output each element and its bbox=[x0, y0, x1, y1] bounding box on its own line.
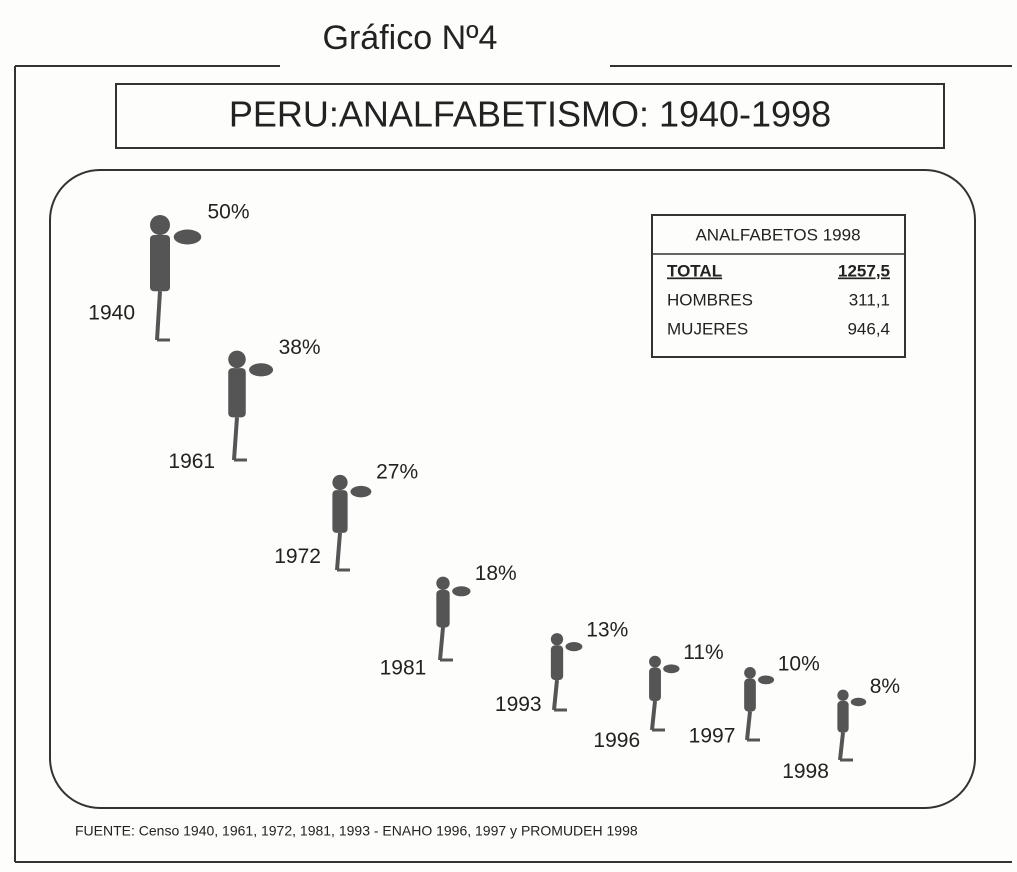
figure-head bbox=[550, 633, 564, 646]
value-label: 50% bbox=[208, 201, 250, 224]
table-cell: 1257,5 bbox=[838, 261, 890, 280]
figure-book bbox=[663, 664, 680, 674]
figure-head bbox=[837, 689, 849, 701]
figure-leg bbox=[155, 291, 162, 341]
chart-subtitle: PERU:ANALFABETISMO: 1940-1998 bbox=[229, 94, 831, 135]
figure-head bbox=[150, 215, 170, 235]
figure-leg bbox=[335, 532, 342, 571]
value-label: 11% bbox=[683, 641, 723, 664]
figure-leg bbox=[232, 417, 239, 461]
category-label: 1940 bbox=[88, 301, 135, 324]
figure-body bbox=[436, 589, 450, 628]
figure-book bbox=[565, 642, 583, 652]
figure-leg bbox=[745, 711, 752, 741]
figure-head bbox=[744, 667, 756, 679]
figure-leg bbox=[838, 732, 845, 761]
figure-book bbox=[452, 586, 471, 597]
category-label: 1981 bbox=[380, 657, 427, 680]
figure-body bbox=[744, 678, 756, 712]
value-label: 27% bbox=[376, 460, 418, 483]
figure-body bbox=[332, 490, 348, 533]
figure-book bbox=[249, 363, 274, 377]
value-label: 13% bbox=[586, 619, 628, 642]
value-label: 10% bbox=[778, 653, 820, 676]
figure-body bbox=[649, 667, 661, 702]
value-label: 8% bbox=[870, 675, 900, 698]
figure-body bbox=[150, 235, 170, 292]
figure-book bbox=[350, 485, 372, 498]
figure-head bbox=[436, 576, 450, 590]
value-label: 38% bbox=[279, 336, 321, 359]
table-cell: HOMBRES bbox=[667, 290, 753, 309]
value-label: 18% bbox=[475, 562, 517, 585]
figure-head bbox=[332, 474, 348, 491]
source-note: FUENTE: Censo 1940, 1961, 1972, 1981, 19… bbox=[75, 823, 638, 839]
figure-leg bbox=[438, 627, 445, 661]
figure-leg bbox=[552, 679, 559, 711]
category-label: 1961 bbox=[168, 450, 215, 473]
table-cell: 311,1 bbox=[849, 290, 890, 309]
figure-body bbox=[550, 645, 564, 681]
figure-head bbox=[228, 350, 246, 369]
figure-leg bbox=[650, 700, 657, 731]
table-title: ANALFABETOS 1998 bbox=[695, 225, 860, 244]
chart-title: Gráfico Nº4 bbox=[323, 19, 498, 57]
subtitle-box bbox=[115, 83, 945, 149]
figure-book bbox=[758, 675, 775, 685]
category-label: 1996 bbox=[593, 729, 640, 752]
category-label: 1993 bbox=[495, 693, 542, 716]
figure-book bbox=[850, 697, 867, 707]
figure-book bbox=[173, 229, 202, 245]
inset-table bbox=[651, 214, 906, 358]
category-label: 1997 bbox=[689, 725, 736, 748]
table-cell: 946,4 bbox=[847, 319, 890, 338]
figure-body bbox=[228, 368, 246, 418]
table-cell: MUJERES bbox=[667, 319, 748, 338]
plot-frame bbox=[49, 169, 976, 809]
category-label: 1998 bbox=[782, 760, 829, 783]
category-label: 1972 bbox=[274, 545, 321, 568]
table-cell: TOTAL bbox=[667, 261, 722, 280]
figure-head bbox=[649, 655, 661, 668]
figure-body bbox=[837, 700, 849, 733]
